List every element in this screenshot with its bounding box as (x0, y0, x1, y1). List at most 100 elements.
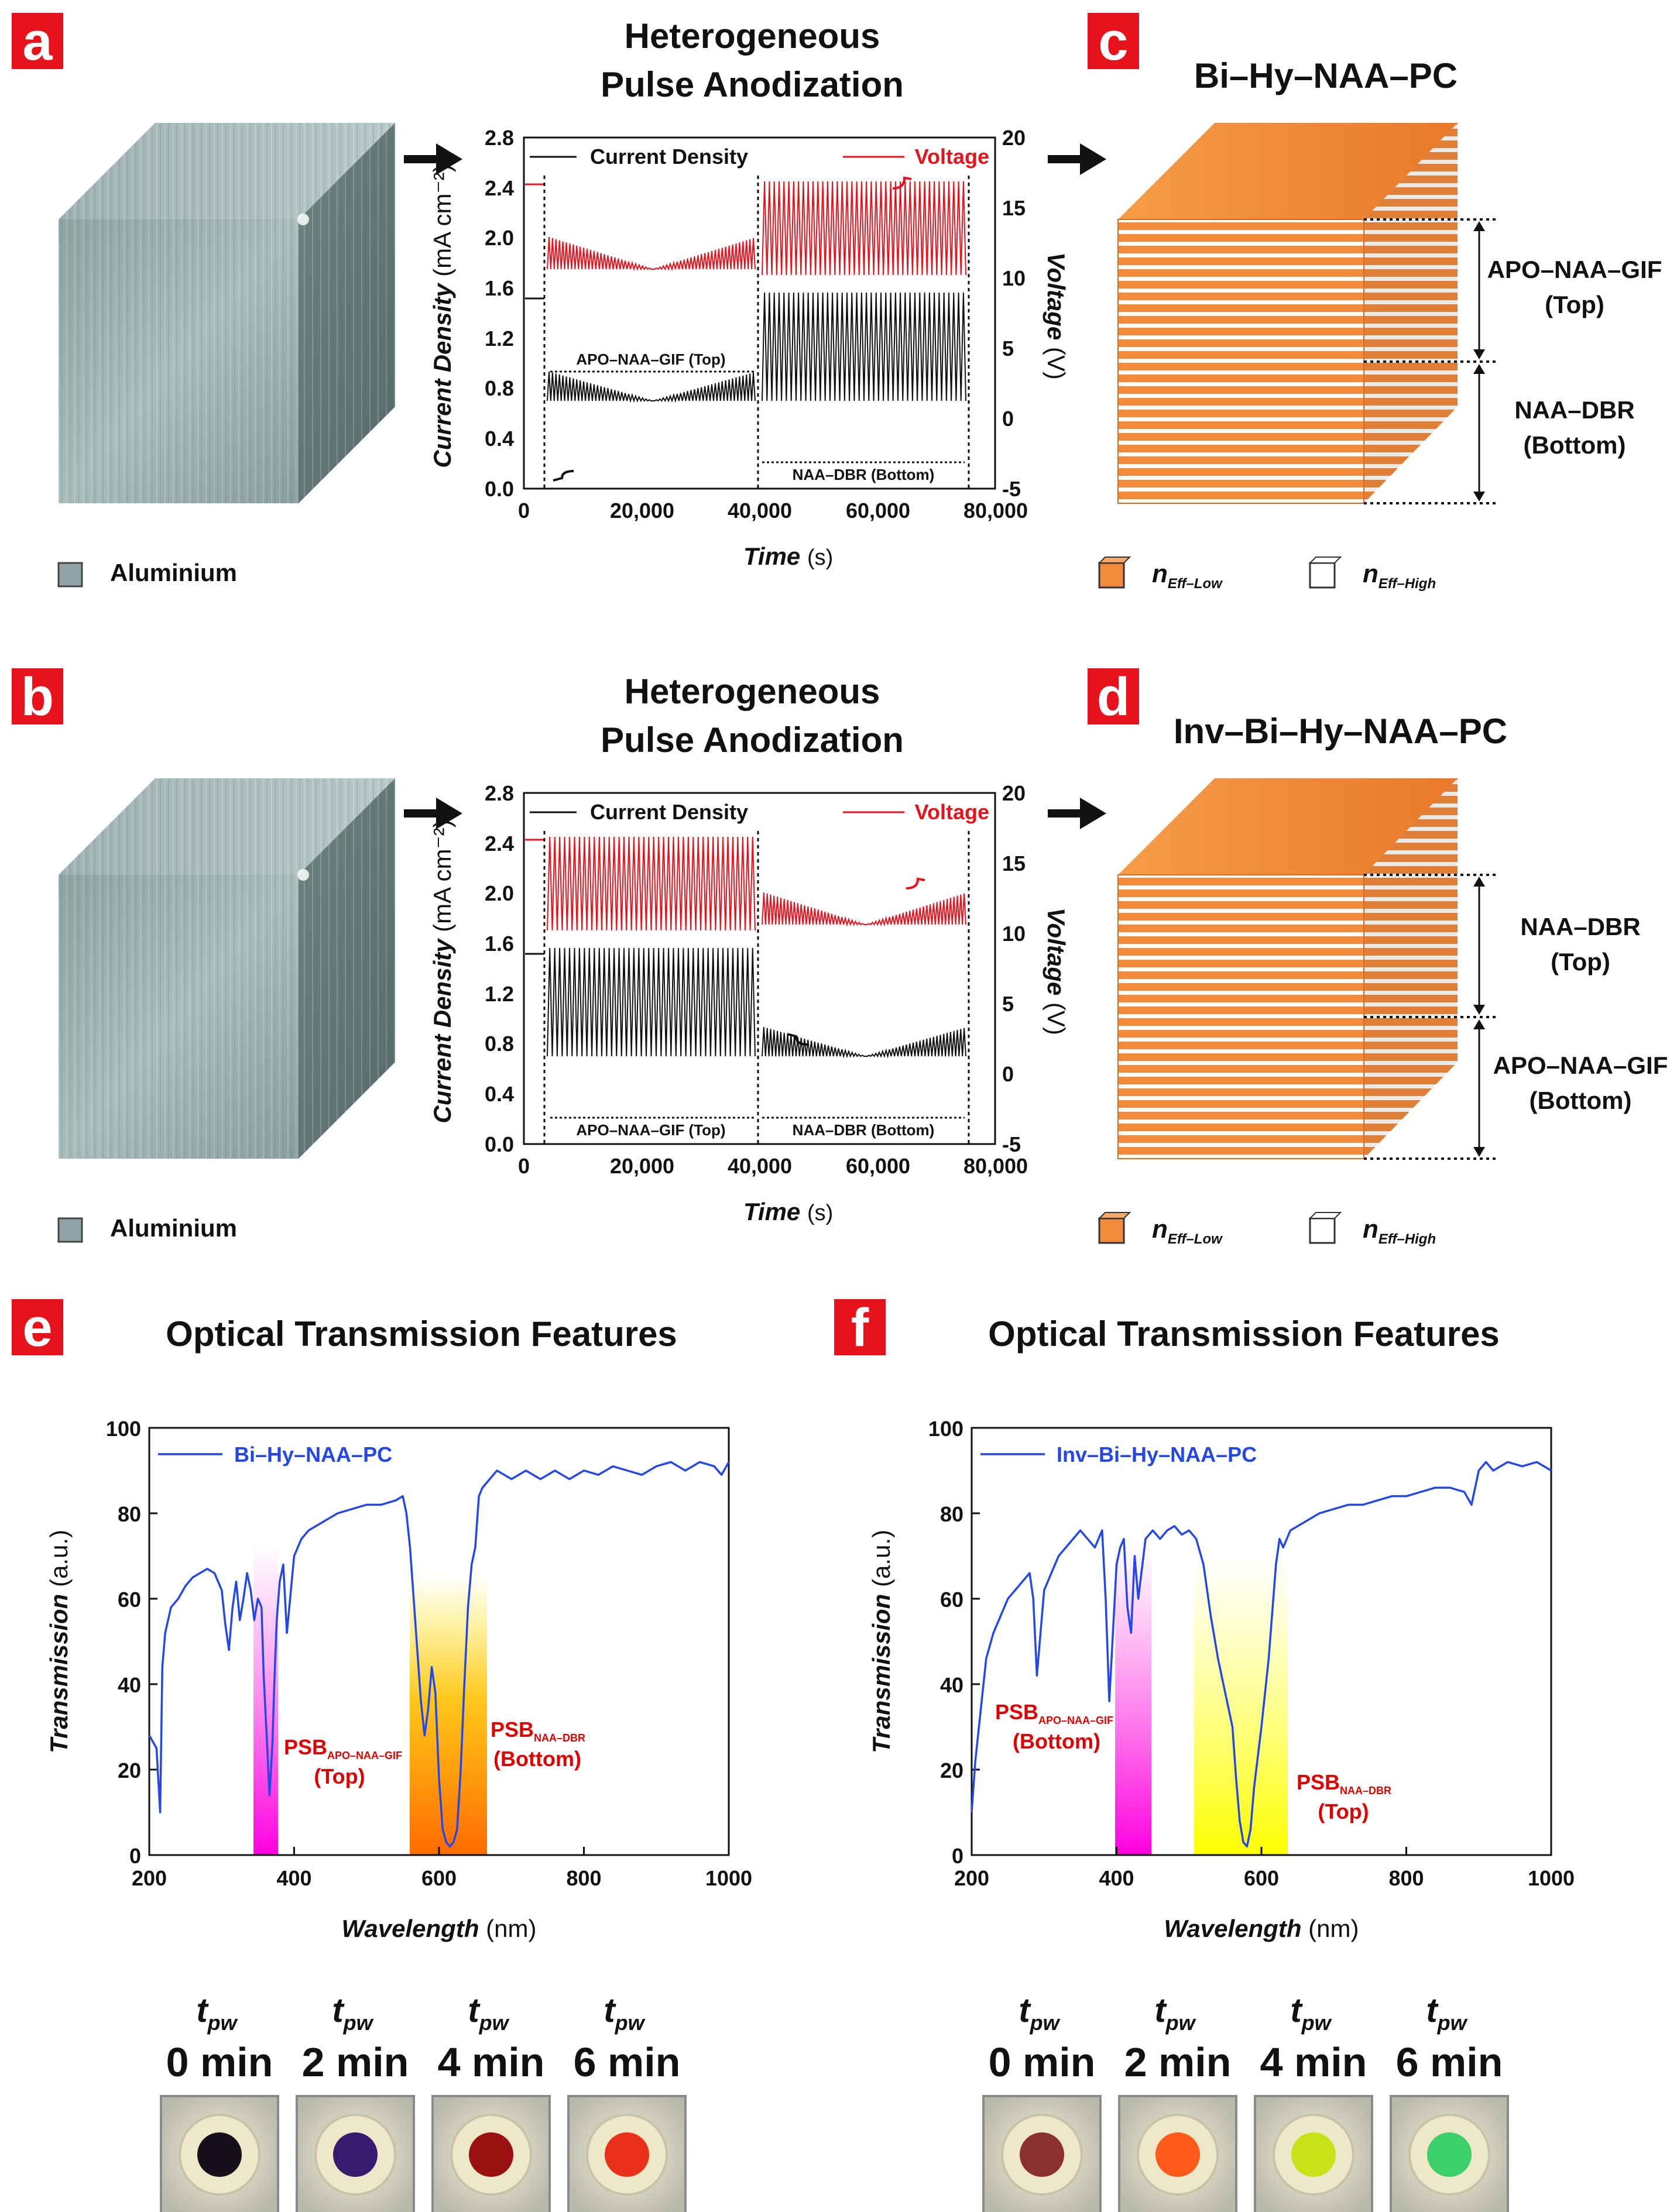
layer-dimension-markers-c (1364, 218, 1498, 504)
svg-text:20,000: 20,000 (610, 1154, 674, 1178)
panel-d: d Inv–Bi–Hy–NAA–PC NAA–DBR (Top) APO–NAA… (1088, 667, 1668, 1247)
legend-label: Bi–Hy–NAA–PC (234, 1442, 392, 1466)
plot-b-xticks: 0 20,000 40,000 60,000 80,000 (518, 1154, 1028, 1178)
plot-b-ylabel: Current Density (mA cm⁻²) (428, 819, 456, 1123)
svg-text:0.8: 0.8 (485, 376, 514, 400)
svg-text:10: 10 (1002, 266, 1026, 290)
x-tick-label: 200 (132, 1866, 167, 1890)
badge-c (1088, 13, 1139, 69)
photo-tpw-label: tpw (1426, 1991, 1467, 2035)
sample-color-spot (197, 2132, 242, 2177)
panel-e: e Optical Transmission Features 200 400 60… (12, 1298, 752, 2212)
y-axis-label: Transmission (a.u.) (45, 1530, 73, 1753)
svg-text:2.4: 2.4 (485, 176, 514, 200)
svg-text:15: 15 (1002, 196, 1026, 220)
layer-dimension-markers-d (1364, 874, 1498, 1160)
panel-c-upper-label-2: (Top) (1545, 291, 1604, 318)
y-tick-label: 0 (952, 1844, 963, 1868)
voltage-trace-dbr (547, 836, 756, 931)
sample-color-spot (1291, 2132, 1336, 2177)
y-tick-label: 60 (940, 1588, 963, 1612)
plot-b-yticks: 0.0 0.4 0.8 1.2 1.6 2.0 2.4 2.8 (485, 781, 514, 1156)
photo-tpw-label: tpw (603, 1991, 645, 2035)
panel-c-lower-label-2: (Bottom) (1524, 431, 1626, 459)
badge-f-label: f (851, 1298, 869, 1358)
svg-text:5: 5 (1002, 992, 1014, 1016)
svg-text:15: 15 (1002, 851, 1026, 875)
refractive-index-legend-d: nEff–Low nEff–High (1098, 1212, 1436, 1247)
photo-time-label: 4 min (1260, 2039, 1367, 2085)
photo-time-label: 0 min (166, 2039, 273, 2085)
plot-b-seg1-label: APO–NAA–GIF (Top) (576, 1121, 725, 1139)
svg-text:1.6: 1.6 (485, 932, 514, 956)
svg-text:0: 0 (1002, 407, 1014, 431)
psb-label-1-f: PSBAPO–NAA–GIF (995, 1700, 1113, 1726)
svg-text:-5: -5 (1002, 1132, 1021, 1156)
svg-text:5: 5 (1002, 336, 1014, 360)
svg-text:60,000: 60,000 (846, 499, 910, 523)
plot-a-y2ticks: -5 0 5 10 15 20 (1002, 126, 1026, 501)
photo-tpw-label: tpw (1019, 1991, 1060, 2035)
voltage-trace-gif (547, 236, 756, 272)
sample-color-spot (1155, 2132, 1200, 2177)
x-tick-label: 800 (1388, 1866, 1424, 1890)
voltage-trace-gif (762, 892, 966, 927)
y-tick-label: 40 (118, 1673, 141, 1697)
psb-label-2-pos-e: (Bottom) (493, 1747, 581, 1771)
panel-e-title: Optical Transmission Features (166, 1314, 677, 1354)
sample-color-spot (333, 2132, 378, 2177)
svg-text:nEff–Low: nEff–Low (1152, 559, 1223, 592)
badge-d (1088, 668, 1139, 724)
series-line (148, 1461, 730, 1848)
svg-text:40,000: 40,000 (728, 1154, 792, 1178)
svg-text:Voltage: Voltage (915, 800, 989, 824)
plot-a-xticks: 0 20,000 40,000 60,000 80,000 (518, 499, 1028, 523)
current-axis-pointer-a (553, 470, 574, 482)
svg-text:0.4: 0.4 (485, 1082, 514, 1106)
panel-c-upper-label-1: APO–NAA–GIF (1487, 256, 1662, 283)
svg-text:nEff–High: nEff–High (1363, 559, 1436, 592)
x-axis-label: Wavelength (nm) (1164, 1915, 1359, 1942)
photo-tpw-label: tpw (1154, 1991, 1196, 2035)
panel-d-upper-label-2: (Top) (1551, 948, 1610, 976)
current-trace-gif (762, 1026, 966, 1059)
sample-color-spot (469, 2132, 513, 2177)
svg-text:2.8: 2.8 (485, 781, 514, 805)
photonic-crystal-cube-c (1117, 123, 1458, 504)
psb-label-2-e: PSBNAA–DBR (491, 1718, 585, 1744)
svg-text:10: 10 (1002, 922, 1026, 946)
plot-a-seg2-label: NAA–DBR (Bottom) (793, 466, 935, 483)
badge-b (12, 668, 63, 724)
current-trace-dbr (762, 292, 966, 401)
y-tick-label: 80 (118, 1502, 141, 1526)
x-tick-label: 400 (1099, 1866, 1134, 1890)
plot-b-seg2-label: NAA–DBR (Bottom) (793, 1121, 935, 1139)
badge-a-label: a (22, 12, 53, 71)
plot-a-seg1-label: APO–NAA–GIF (Top) (576, 351, 725, 368)
panel-c-lower-label-1: NAA–DBR (1514, 396, 1634, 424)
y-tick-label: 100 (106, 1417, 141, 1441)
x-tick-label: 600 (421, 1866, 457, 1890)
plot-b-frame (523, 792, 996, 1145)
anodization-plot-b: 0.0 0.4 0.8 1.2 1.6 2.0 2.4 2.8 -5 0 5 1… (428, 781, 1070, 1225)
current-trace-gif (547, 371, 756, 403)
badge-f (834, 1299, 886, 1355)
plot-a-frame (523, 136, 996, 490)
badge-b-label: b (21, 667, 54, 727)
plot-a-waveforms (525, 181, 966, 403)
plot-a-y2label: Voltage (V) (1043, 252, 1070, 380)
current-trace-dbr (547, 947, 756, 1057)
x-tick-label: 400 (276, 1866, 311, 1890)
psb-label-2-pos-f: (Top) (1318, 1799, 1369, 1823)
badge-e-label: e (22, 1298, 52, 1358)
svg-text:-5: -5 (1002, 477, 1021, 501)
svg-text:2.8: 2.8 (485, 126, 514, 150)
svg-text:1.2: 1.2 (485, 982, 514, 1006)
arrow-b-right (1048, 798, 1106, 829)
panel-a: a Aluminium Heterogeneous Pulse Anodizat… (12, 12, 1106, 588)
panel-d-upper-label-1: NAA–DBR (1520, 913, 1640, 940)
photo-tpw-label: tpw (468, 1991, 509, 2035)
legend-label: Inv–Bi–Hy–NAA–PC (1057, 1442, 1257, 1466)
y-axis-label: Transmission (a.u.) (867, 1530, 895, 1753)
